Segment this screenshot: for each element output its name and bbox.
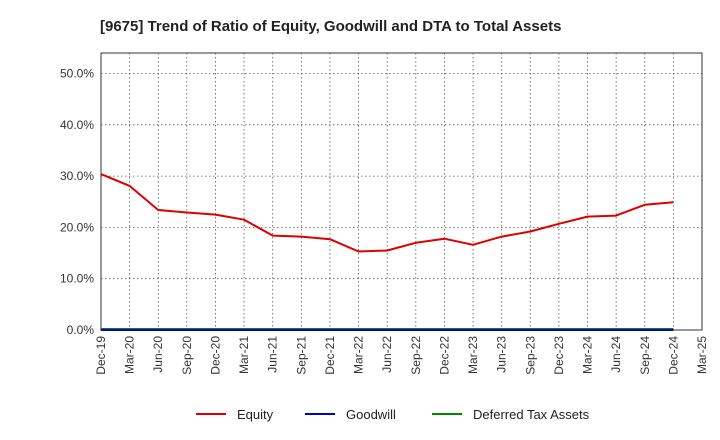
x-tick-group: Dec-19 <box>94 336 108 375</box>
x-tick-group: Dec-22 <box>437 336 451 375</box>
x-tick-group: Jun-23 <box>495 336 509 373</box>
x-tick-group: Dec-23 <box>552 336 566 375</box>
x-tick-group: Mar-20 <box>123 336 137 374</box>
x-tick-group: Mar-23 <box>466 336 480 374</box>
x-tick-label: Dec-22 <box>437 336 451 375</box>
x-tick-group: Sep-22 <box>409 336 423 375</box>
y-tick-label: 20.0% <box>60 220 94 234</box>
y-tick-label: 40.0% <box>60 118 94 132</box>
x-tick-label: Jun-22 <box>380 336 394 373</box>
x-tick-label: Dec-24 <box>666 336 680 375</box>
x-tick-label: Sep-20 <box>180 336 194 375</box>
x-tick-group: Sep-20 <box>180 336 194 375</box>
x-tick-label: Sep-21 <box>294 336 308 375</box>
x-tick-group: Sep-24 <box>638 336 652 375</box>
chart-title: [9675] Trend of Ratio of Equity, Goodwil… <box>100 18 561 35</box>
y-axis: 0.0% 10.0% 20.0% 30.0% 40.0% 50.0% <box>60 67 94 337</box>
x-tick-label: Mar-23 <box>466 336 480 374</box>
y-tick-label: 50.0% <box>60 67 94 81</box>
x-tick-group: Jun-24 <box>609 336 623 373</box>
x-tick-group: Dec-24 <box>666 336 680 375</box>
x-tick-label: Jun-20 <box>151 336 165 373</box>
x-tick-label: Sep-22 <box>409 336 423 375</box>
x-tick-label: Dec-19 <box>94 336 108 375</box>
x-tick-label: Dec-21 <box>323 336 337 375</box>
x-tick-label: Jun-21 <box>266 336 280 373</box>
legend-label: Equity <box>237 407 274 422</box>
x-tick-label: Mar-22 <box>352 336 366 374</box>
x-tick-label: Mar-25 <box>695 336 709 374</box>
grid <box>101 53 702 330</box>
x-tick-group: Dec-20 <box>208 336 222 375</box>
y-tick-label: 30.0% <box>60 169 94 183</box>
x-tick-group: Jun-20 <box>151 336 165 373</box>
y-tick-label: 10.0% <box>60 272 94 286</box>
x-tick-label: Mar-24 <box>581 336 595 374</box>
x-tick-group: Jun-22 <box>380 336 394 373</box>
x-tick-label: Dec-20 <box>208 336 222 375</box>
x-tick-group: Jun-21 <box>266 336 280 373</box>
x-tick-group: Mar-21 <box>237 336 251 374</box>
legend-label: Goodwill <box>346 407 396 422</box>
x-tick-group: Mar-24 <box>581 336 595 374</box>
x-tick-label: Sep-24 <box>638 336 652 375</box>
x-tick-label: Mar-21 <box>237 336 251 374</box>
y-tick-label: 0.0% <box>67 323 95 337</box>
x-tick-group: Mar-22 <box>352 336 366 374</box>
x-tick-group: Dec-21 <box>323 336 337 375</box>
x-tick-group: Mar-25 <box>695 336 709 374</box>
x-tick-label: Dec-23 <box>552 336 566 375</box>
x-tick-group: Sep-23 <box>523 336 537 375</box>
x-axis: Dec-19 Mar-20 Jun-20 Sep-20 Dec-20 Mar-21 Jun-… <box>94 336 709 375</box>
x-tick-label: Sep-23 <box>523 336 537 375</box>
legend-label: Deferred Tax Assets <box>473 407 590 422</box>
series-line-equity <box>100 173 674 253</box>
plot-area <box>100 52 703 331</box>
x-tick-label: Jun-23 <box>495 336 509 373</box>
x-tick-label: Mar-20 <box>123 336 137 374</box>
x-tick-group: Sep-21 <box>294 336 308 375</box>
legend: Equity Goodwill Deferred Tax Assets <box>196 407 590 422</box>
series-lines <box>100 173 674 331</box>
x-tick-label: Jun-24 <box>609 336 623 373</box>
